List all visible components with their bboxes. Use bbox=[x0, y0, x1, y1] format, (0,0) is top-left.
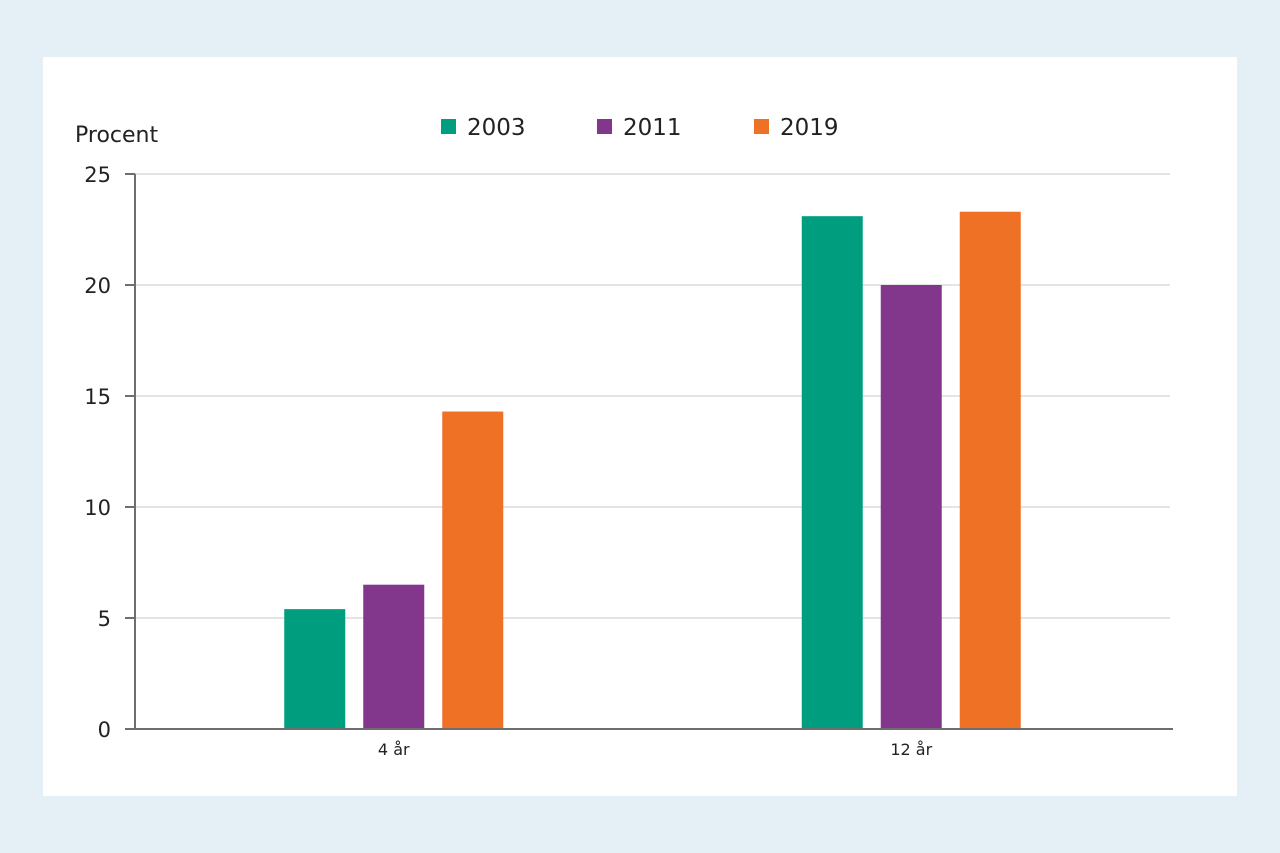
y-tick-label: 10 bbox=[84, 496, 111, 520]
y-tick-label: 15 bbox=[84, 385, 111, 409]
bar-2011-1 bbox=[363, 584, 425, 729]
bar-2003-2 bbox=[801, 216, 863, 729]
legend-swatch-2011 bbox=[597, 119, 612, 134]
bar-2003-1 bbox=[284, 609, 346, 729]
y-tick-labels: 0 5 10 15 20 25 bbox=[84, 163, 111, 742]
axes bbox=[125, 174, 1173, 730]
bar-2019-1 bbox=[442, 411, 504, 729]
legend-label-2019: 2019 bbox=[780, 115, 839, 141]
x-category-labels: 4 år 12 år bbox=[378, 740, 933, 759]
bar-2011-2 bbox=[880, 285, 942, 729]
x-category-label: 12 år bbox=[890, 740, 932, 759]
x-category-label: 4 år bbox=[378, 740, 410, 759]
legend: 2003 2011 2019 bbox=[441, 115, 839, 141]
chart-card bbox=[43, 57, 1237, 796]
y-tick-label: 20 bbox=[84, 274, 111, 298]
y-axis-label: Procent bbox=[75, 123, 158, 148]
legend-swatch-2003 bbox=[441, 119, 456, 134]
y-tick-label: 25 bbox=[84, 163, 111, 187]
y-tick-label: 5 bbox=[98, 607, 111, 631]
legend-label-2003: 2003 bbox=[467, 115, 526, 141]
legend-swatch-2019 bbox=[754, 119, 769, 134]
y-tick-label: 0 bbox=[98, 718, 111, 742]
bar-2019-2 bbox=[959, 211, 1021, 730]
bars bbox=[284, 211, 1021, 730]
legend-label-2011: 2011 bbox=[623, 115, 682, 141]
